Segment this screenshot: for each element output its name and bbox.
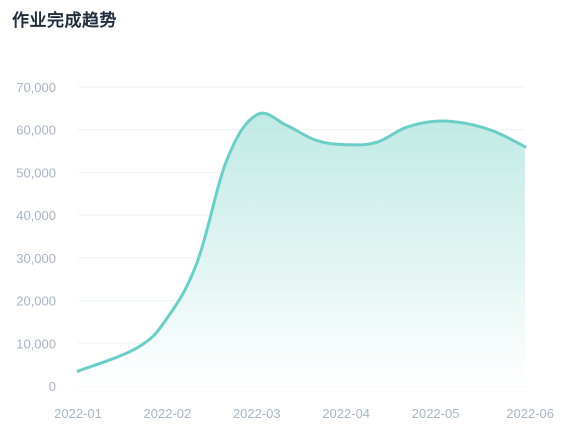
y-tick-label: 30,000 [16,251,56,266]
chart-title: 作业完成趋势 [12,11,117,31]
x-tick-label: 2022-01 [54,406,102,421]
y-tick-label: 0 [49,379,56,394]
y-tick-label: 10,000 [16,336,56,351]
x-tick-label: 2022-02 [144,406,192,421]
y-tick-label: 50,000 [16,165,56,180]
x-tick-label: 2022-06 [506,406,554,421]
y-tick-label: 70,000 [16,80,56,95]
series-line [76,111,527,373]
x-tick-label: 2022-04 [322,406,370,421]
x-tick-label: 2022-03 [233,406,281,421]
y-tick-label: 60,000 [16,123,56,138]
x-tick-label: 2022-05 [412,406,460,421]
y-tick-label: 40,000 [16,208,56,223]
series-area [78,113,525,386]
y-tick-label: 20,000 [16,294,56,309]
